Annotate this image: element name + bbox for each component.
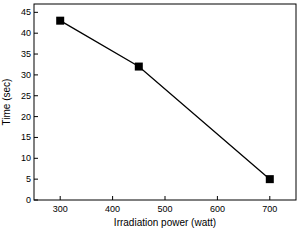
y-tick-label: 35: [21, 49, 31, 59]
y-tick: [34, 95, 38, 96]
y-tick-label: 0: [26, 195, 31, 205]
y-tick: [34, 179, 38, 180]
y-tick: [34, 12, 38, 13]
y-tick-label: 5: [26, 174, 31, 184]
data-line: [60, 21, 270, 179]
y-tick-label: 45: [21, 7, 31, 17]
x-axis-title: Irradiation power (watt): [114, 217, 216, 228]
x-tick-label: 600: [210, 204, 225, 214]
chart: 300 400 500 600 700 0 5 10 15 20 25 30 35 40 45 Irradia…: [0, 0, 300, 231]
y-tick: [34, 158, 38, 159]
x-tick: [269, 196, 270, 200]
data-point: [135, 63, 143, 71]
y-tick: [34, 137, 38, 138]
data-point: [266, 175, 274, 183]
y-tick-label: 15: [21, 132, 31, 142]
y-tick: [34, 74, 38, 75]
y-tick-label: 30: [21, 70, 31, 80]
plot-area: [56, 17, 274, 183]
y-tick: [34, 116, 38, 117]
x-tick: [60, 196, 61, 200]
x-tick: [217, 196, 218, 200]
y-tick-label: 20: [21, 112, 31, 122]
y-tick: [34, 200, 38, 201]
y-tick-label: 10: [21, 153, 31, 163]
x-tick-label: 300: [53, 204, 68, 214]
plot-frame: [34, 4, 296, 200]
x-tick: [165, 196, 166, 200]
x-tick-label: 400: [105, 204, 120, 214]
x-tick-label: 700: [262, 204, 277, 214]
y-tick-label: 25: [21, 91, 31, 101]
y-tick: [34, 33, 38, 34]
x-tick: [112, 196, 113, 200]
y-axis-title: Time (sec): [1, 79, 12, 126]
x-tick-label: 500: [157, 204, 172, 214]
y-tick-label: 40: [21, 28, 31, 38]
data-point: [56, 17, 64, 25]
y-tick: [34, 54, 38, 55]
